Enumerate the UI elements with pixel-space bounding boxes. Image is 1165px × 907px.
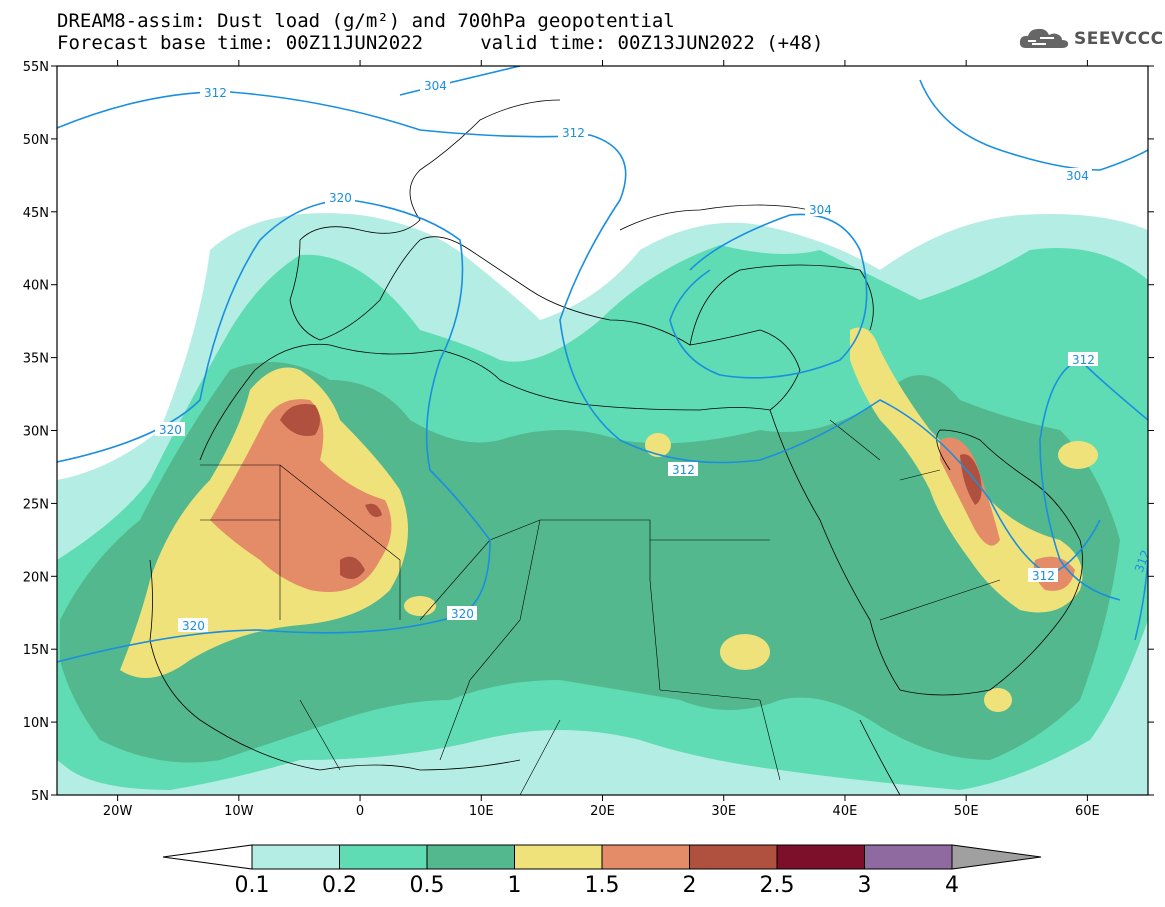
colorbar-swatch [339,844,428,870]
contour-label: 304 [1066,169,1089,183]
colorbar-over-arrow [951,844,1042,870]
contour-312-north [57,91,1101,576]
contour-320-east [1134,559,1148,641]
lat-tick-label: 35N [23,352,49,367]
colorbar-swatch [514,844,603,870]
lon-tick-label: 20E [590,804,615,819]
dust-patch [645,433,671,457]
contour-312-east [1039,359,1148,601]
contour-label: 320 [451,607,474,621]
borders [200,419,1001,795]
colorbar-swatch [689,844,778,870]
lon-tick-label: 20W [103,804,133,819]
lat-tick-label: 15N [23,643,49,658]
lon-tick-label: 50E [954,804,979,819]
contour-label: 312 [1072,353,1095,367]
colorbar-label: 0.5 [410,873,445,898]
lon-tick-label: 10E [469,804,494,819]
contour-label: 320 [182,619,205,633]
lat-tick-label: 20N [23,570,49,585]
colorbar: 0.1 0.2 0.5 1 1.5 2 2.5 3 4 [162,844,1042,898]
lat-axis: 55N 50N 45N 40N 35N 30N 25N 20N 15N 10N 5N [23,60,1154,804]
dust-region-extreme-east [960,454,982,505]
map-subtitle: Forecast base time: 00Z11JUN2022 valid t… [57,32,824,54]
colorbar-label: 0.2 [322,873,357,898]
colorbar-swatch [601,844,690,870]
dust-patch [984,688,1012,712]
contour-label: 320 [329,191,352,205]
contour-label: 304 [424,79,447,93]
lat-tick-label: 40N [23,279,49,294]
contour-label: 312 [672,463,695,477]
colorbar-label: 2.5 [760,873,795,898]
lon-tick-label: 60E [1075,804,1100,819]
contour-label: 304 [809,203,832,217]
dust-patch [404,596,436,616]
lat-tick-label: 55N [23,60,49,75]
lat-tick-label: 50N [23,133,49,148]
contour-label: 312 [562,126,585,140]
colorbar-label: 0.1 [235,873,270,898]
contour-304-east [669,213,868,379]
dust-region-extreme-west [280,404,382,579]
cloud-icon [1019,28,1069,48]
lat-tick-label: 30N [23,425,49,440]
geopotential-contours [57,66,1148,663]
colorbar-label: 1.5 [585,873,620,898]
contour-304-ne [919,79,1148,171]
lon-tick-label: 0 [356,804,364,819]
map-title: DREAM8-assim: Dust load (g/m²) and 700hP… [57,10,675,32]
colorbar-label: 1 [508,873,522,898]
colorbar-swatch [776,844,865,870]
logo: SEEVCCC [1018,26,1164,52]
lon-tick-label: 10W [224,804,254,819]
lon-tick-label: 30E [711,804,736,819]
contour-304-west [399,66,521,96]
contour-label: 312 [204,86,227,100]
colorbar-under-arrow [162,844,253,870]
contour-320 [57,199,491,663]
lon-tick-label: 40E [833,804,858,819]
dust-field: 312 304 312 320 304 304 320 312 312 312 … [57,66,1148,795]
dust-region-veryhigh-west [210,399,392,592]
contour-label: 320 [159,423,182,437]
contour-labels: 312 304 312 320 304 304 320 312 312 312 … [155,78,1148,633]
lat-tick-label: 5N [31,789,49,804]
colorbar-swatch [426,844,515,870]
colorbar-label: 4 [945,873,959,898]
lat-tick-label: 45N [23,206,49,221]
dust-patch [1058,441,1098,469]
coastlines [149,99,1083,795]
colorbar-swatch [864,844,953,870]
dust-patch [720,634,770,670]
contour-label: 312 [1032,569,1055,583]
lat-tick-label: 25N [23,497,49,512]
logo-text: SEEVCCC [1074,29,1164,49]
colorbar-label: 3 [858,873,872,898]
lon-axis: 20W 10W 0 10E 20E 30E 40E 50E 60E [103,60,1100,819]
lat-tick-label: 10N [23,716,49,731]
colorbar-label: 2 [683,873,697,898]
colorbar-swatch [251,844,340,870]
